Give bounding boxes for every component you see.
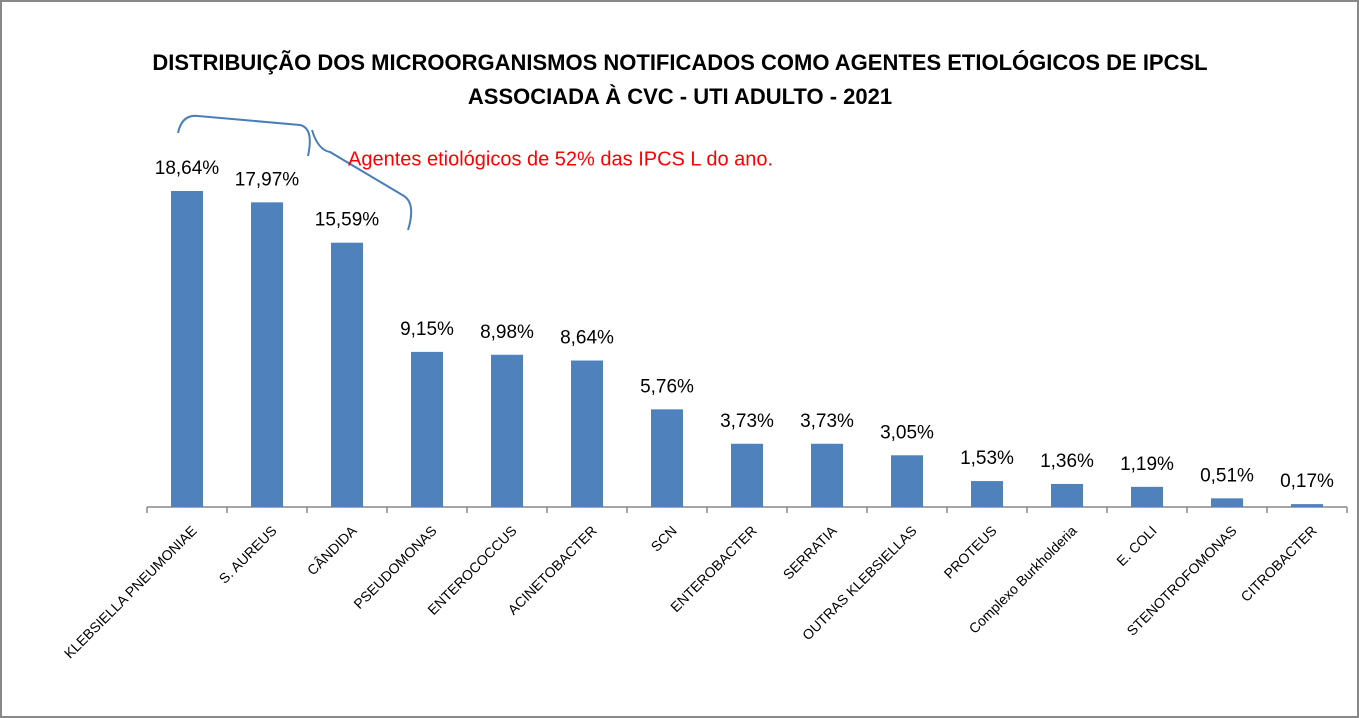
value-label: 5,76% bbox=[640, 376, 694, 397]
value-label: 3,73% bbox=[800, 411, 854, 432]
value-label: 18,64% bbox=[155, 158, 220, 179]
value-label: 15,59% bbox=[315, 210, 380, 231]
bar bbox=[331, 242, 363, 508]
bar bbox=[411, 351, 443, 507]
chart-title: ASSOCIADA À CVC - UTI ADULTO - 2021 bbox=[468, 84, 892, 109]
bar bbox=[251, 202, 283, 507]
bar bbox=[811, 443, 843, 507]
brace bbox=[177, 114, 413, 231]
value-label: 3,05% bbox=[880, 422, 934, 443]
value-label: 9,15% bbox=[400, 319, 454, 340]
bar bbox=[651, 409, 683, 507]
value-label: 1,19% bbox=[1120, 454, 1174, 475]
bar bbox=[891, 455, 923, 507]
value-label: 1,53% bbox=[960, 448, 1014, 469]
bar bbox=[491, 354, 523, 507]
bar bbox=[971, 481, 1003, 507]
value-label: 8,98% bbox=[480, 322, 534, 343]
value-label: 0,17% bbox=[1280, 471, 1334, 492]
bar bbox=[1051, 483, 1083, 507]
bar bbox=[1291, 504, 1323, 507]
bar bbox=[731, 443, 763, 507]
bar bbox=[571, 360, 603, 507]
chart-title: DISTRIBUIÇÃO DOS MICROORGANISMOS NOTIFIC… bbox=[152, 50, 1207, 75]
value-label: 1,36% bbox=[1040, 451, 1094, 472]
annotation: Agentes etiológicos de 52% das IPCS L do… bbox=[348, 148, 773, 170]
bar bbox=[1211, 498, 1243, 507]
bar bbox=[171, 191, 203, 507]
value-label: 17,97% bbox=[235, 169, 300, 190]
value-label: 3,73% bbox=[720, 411, 774, 432]
value-label: 8,64% bbox=[560, 328, 614, 349]
value-label: 0,51% bbox=[1200, 465, 1254, 486]
bar bbox=[1131, 486, 1163, 507]
